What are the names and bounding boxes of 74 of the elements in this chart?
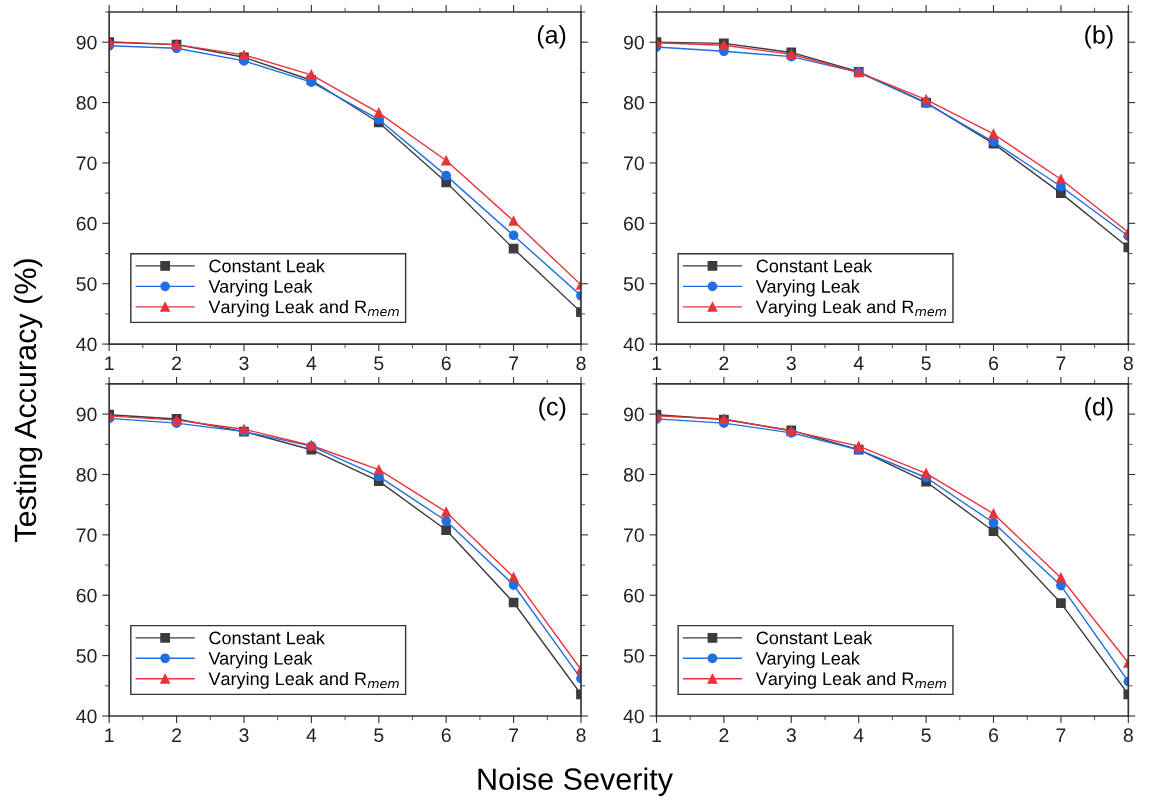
- y-tick-label: 70: [76, 528, 97, 543]
- x-tick-label: 8: [576, 728, 586, 743]
- x-tick-label: 4: [306, 728, 317, 742]
- x-tick-label: 5: [921, 356, 931, 371]
- x-tick-label: 4: [306, 356, 317, 370]
- y-tick-label: 80: [623, 467, 644, 482]
- y-tick-label: 60: [624, 216, 644, 231]
- x-tick-label: 7: [509, 356, 519, 370]
- x-tick-label: 4: [853, 728, 864, 742]
- y-tick-label: 70: [624, 156, 644, 171]
- y-tick-label: 40: [76, 337, 97, 352]
- y-tick-label: 50: [76, 277, 97, 291]
- x-tick-label: 1: [105, 728, 114, 742]
- y-tick-label: 90: [623, 407, 644, 422]
- x-tick-label: 2: [172, 728, 181, 742]
- x-tick-label: 3: [239, 728, 249, 743]
- annotation: (c): [539, 397, 566, 421]
- x-tick-label: 3: [239, 356, 249, 371]
- x-tick-label: 8: [576, 356, 586, 371]
- x-tick-label: 6: [989, 356, 999, 371]
- x-tick-label: 5: [921, 728, 931, 743]
- x-tick-label: 3: [786, 356, 796, 371]
- legend-label: Varying Leak: [755, 279, 860, 297]
- legend-label: Varying Leak: [208, 279, 313, 297]
- y-tick-label: 70: [76, 156, 97, 171]
- x-tick-label: 1: [105, 356, 114, 370]
- x-tick-label: 7: [1056, 356, 1066, 370]
- legend-label: Constant Leak: [209, 631, 325, 645]
- annotation: (a): [537, 25, 566, 49]
- y-tick-label: 60: [76, 588, 97, 603]
- y-tick-label: 50: [623, 649, 644, 663]
- legend-label: Varying Leak and R$_{mem}$: [208, 300, 399, 317]
- legend-label: Varying Leak and R$_{mem}$: [755, 671, 947, 689]
- x-tick-label: 1: [652, 728, 661, 742]
- legend-label: Varying Leak: [208, 651, 313, 669]
- annotation: (b): [1085, 25, 1113, 49]
- y-tick-label: 90: [76, 407, 97, 422]
- y-tick-label: 80: [76, 96, 97, 110]
- y-tick-label: 60: [624, 588, 644, 603]
- x-tick-label: 3: [786, 728, 796, 743]
- legend-label: Constant Leak: [209, 259, 325, 273]
- x-axis-title: Noise Severity: [478, 767, 673, 796]
- x-tick-label: 5: [374, 356, 384, 371]
- x-tick-label: 7: [1056, 728, 1066, 742]
- y-tick-label: 60: [76, 216, 97, 231]
- y-tick-label: 50: [623, 277, 644, 291]
- y-tick-label: 90: [76, 35, 97, 50]
- x-tick-label: 4: [853, 356, 864, 370]
- legend-label: Varying Leak and R$_{mem}$: [755, 300, 947, 317]
- legend-label: Constant Leak: [756, 631, 873, 645]
- y-tick-label: 40: [76, 709, 97, 724]
- x-tick-label: 6: [441, 728, 451, 743]
- x-tick-label: 2: [719, 728, 729, 742]
- y-tick-label: 40: [623, 709, 644, 724]
- x-tick-label: 6: [989, 728, 999, 743]
- x-tick-label: 8: [1123, 356, 1133, 371]
- legend-label: Varying Leak: [755, 651, 860, 669]
- y-tick-label: 80: [76, 467, 97, 482]
- y-tick-label: 90: [623, 35, 644, 50]
- y-tick-label: 50: [76, 649, 97, 663]
- x-tick-label: 7: [509, 728, 519, 742]
- y-tick-label: 80: [623, 96, 644, 110]
- y-tick-label: 70: [624, 528, 644, 543]
- x-tick-label: 6: [441, 356, 451, 371]
- x-tick-label: 2: [172, 356, 181, 370]
- legend-label: Varying Leak and R$_{mem}$: [208, 671, 399, 689]
- y-axis-title: Testing Accuracy (%): [13, 259, 43, 542]
- x-tick-label: 1: [652, 356, 661, 370]
- x-tick-label: 2: [719, 356, 729, 370]
- y-tick-label: 40: [623, 337, 644, 352]
- x-tick-label: 5: [374, 728, 384, 743]
- annotation: (d): [1085, 397, 1113, 421]
- legend-label: Constant Leak: [756, 259, 873, 273]
- x-tick-label: 8: [1123, 728, 1133, 743]
